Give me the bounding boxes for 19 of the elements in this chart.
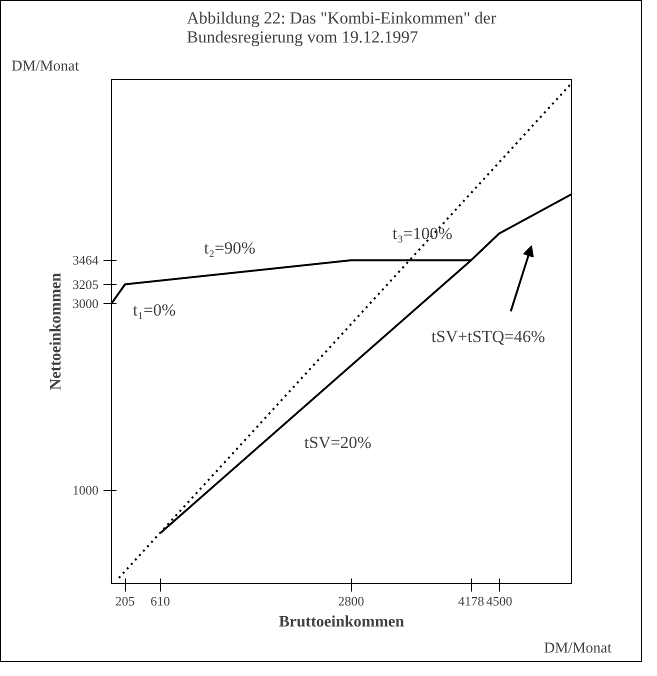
annotation: t₁=0%: [132, 300, 176, 320]
text: DM/Monat: [544, 640, 612, 656]
y-tick-label: 3000: [72, 296, 98, 311]
annotation: t₃=100%: [392, 224, 452, 244]
x-tick-label: 2800: [338, 594, 364, 608]
x-tick-label: 4500: [486, 594, 512, 608]
y-axis-title: Nettoeinkommen: [48, 272, 64, 390]
x-tick-label: 610: [150, 594, 170, 608]
annotation: tSV+tSTQ=46%: [431, 327, 546, 346]
x-tick-label: 4178: [458, 594, 484, 608]
annotation: t₂=90%: [204, 238, 256, 258]
y-tick-label: 3205: [72, 276, 98, 292]
chart-title: Abbildung 22: Das "Kombi-Einkommen" der Bundesregierung vom 19.12.1997: [186, 8, 497, 46]
x-axis-title: Bruttoeinkommen: [278, 614, 404, 630]
annotation: tSV=20%: [304, 432, 372, 452]
y-tick-label: 3464: [72, 252, 99, 268]
text: DM/Monat: [12, 58, 80, 74]
x-tick-label: 205: [115, 594, 135, 608]
y-tick-label: 1000: [72, 482, 98, 498]
